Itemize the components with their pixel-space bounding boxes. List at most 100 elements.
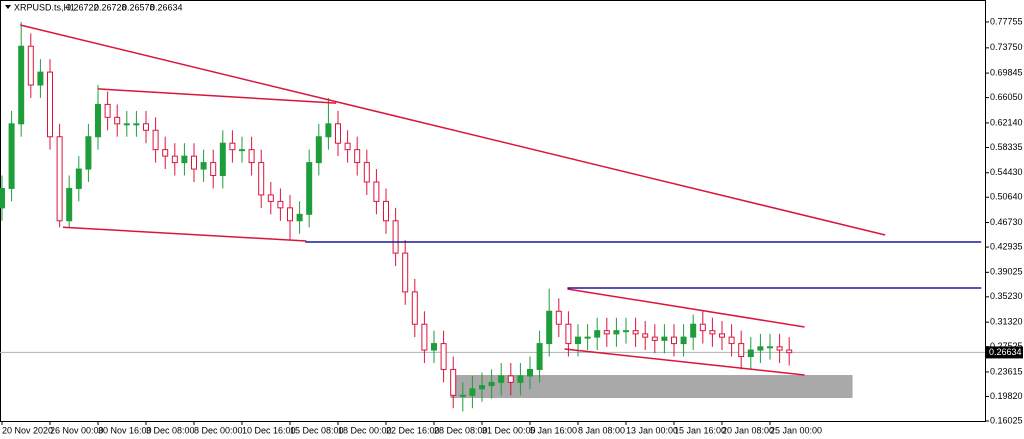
y-tick-label: 0.35230 [990, 291, 1023, 301]
y-tick-label: 0.54430 [990, 167, 1023, 177]
candle-body [757, 346, 764, 351]
candle-body [776, 346, 783, 351]
candle-body [479, 385, 485, 390]
trend-line [20, 24, 886, 236]
plot-frame [0, 0, 986, 422]
candle-body [690, 323, 697, 338]
candle-body [344, 142, 351, 151]
candle-body [440, 343, 447, 370]
candle-body [152, 129, 159, 151]
candle-body [363, 162, 370, 183]
x-tick-label: 28 Dec 08:00 [434, 425, 488, 435]
candle-body [421, 323, 428, 351]
candle-body [431, 343, 437, 351]
y-tick-label: 0.39025 [990, 267, 1023, 277]
y-tick-label: 0.19820 [990, 391, 1023, 401]
y-tick-label: 0.50640 [990, 192, 1023, 202]
x-tick-label: 5 Jan 16:00 [530, 425, 577, 435]
candle-body [325, 123, 332, 138]
x-tick-label: 20 Jan 08:00 [722, 425, 774, 435]
candle-body [75, 168, 82, 189]
candle-body [546, 310, 553, 345]
candle-body [651, 336, 658, 341]
y-tick-label: 0.62140 [990, 117, 1023, 127]
candle-body [402, 252, 409, 293]
candle-body [66, 187, 73, 222]
y-tick-label: 0.73750 [990, 42, 1023, 52]
candle-body [738, 343, 745, 358]
trend-line [567, 288, 805, 328]
candle-body [56, 136, 63, 222]
x-tick-label: 15 Dec 08:00 [290, 425, 344, 435]
symbol-marker [5, 5, 11, 9]
candle-body [210, 162, 217, 177]
candle-body [536, 343, 543, 370]
candle-body [671, 336, 677, 345]
candle-body [171, 155, 178, 164]
candle-body [219, 142, 226, 177]
candle-body [392, 220, 399, 254]
candle-body [47, 71, 53, 138]
x-tick-label: 15 Jan 16:00 [674, 425, 726, 435]
x-tick-label: 26 Nov 00:00 [50, 425, 104, 435]
trend-line [97, 88, 337, 104]
close-price: 0.26634 [150, 2, 183, 12]
candle-body [354, 149, 361, 164]
candle-body [699, 323, 706, 332]
candle-body [248, 149, 255, 164]
candle-body [719, 333, 725, 338]
last-price-label: 0.26634 [989, 347, 1022, 357]
candle-body [123, 123, 130, 126]
candle-body [229, 142, 236, 151]
candle-body [373, 181, 380, 202]
candle-body [181, 155, 188, 164]
x-tick-label: 22 Dec 16:00 [386, 425, 440, 435]
y-tick-label: 0.66050 [990, 92, 1023, 102]
x-tick-label: 20 Nov 2020 [2, 425, 53, 435]
candle-body [335, 123, 341, 144]
y-tick-label: 0.27525 [990, 341, 1023, 351]
candle-body [0, 187, 5, 209]
candle-body [200, 162, 207, 170]
candle-body [27, 45, 34, 86]
candle-body [239, 149, 245, 152]
candle-body [8, 123, 15, 189]
candle-body [728, 336, 735, 345]
candle-body [459, 394, 466, 397]
trend-line [62, 226, 307, 242]
candle-body [575, 336, 581, 345]
candle-body [85, 136, 92, 170]
x-tick-label: 8 Dec 00:00 [194, 425, 243, 435]
y-tick-label: 0.31320 [990, 317, 1023, 327]
y-tick-label: 0.42935 [990, 241, 1023, 251]
candle-body [527, 368, 533, 377]
candle-body [104, 103, 111, 118]
candle-body [383, 200, 389, 222]
candle-body [296, 213, 303, 222]
candle-body [517, 375, 524, 383]
candle-body [747, 349, 754, 358]
y-tick-label: 0.58335 [990, 142, 1023, 152]
candle-body [306, 162, 313, 215]
candle-body [565, 323, 572, 345]
high-price: 0.26728 [94, 2, 127, 12]
x-tick-label: 10 Dec 16:00 [242, 425, 296, 435]
candle-body [488, 381, 495, 387]
candle-body [709, 330, 716, 335]
candle-body [258, 162, 265, 196]
trend-line [564, 348, 805, 376]
x-tick-label: 25 Jan 00:00 [770, 425, 822, 435]
candle-body [632, 330, 639, 335]
candle-body [555, 310, 562, 325]
candle-body [95, 103, 101, 138]
candle-body [37, 71, 44, 86]
candle-body [642, 333, 649, 338]
y-tick-label: 0.46730 [990, 217, 1023, 227]
y-tick-label: 0.69845 [990, 67, 1023, 77]
symbol: XRPUSD.ts,H1 [14, 2, 75, 12]
candle-body [584, 336, 591, 339]
last-price-box [986, 346, 1023, 359]
candle-body [267, 194, 274, 202]
y-tick-label: 0.16025 [990, 415, 1023, 425]
